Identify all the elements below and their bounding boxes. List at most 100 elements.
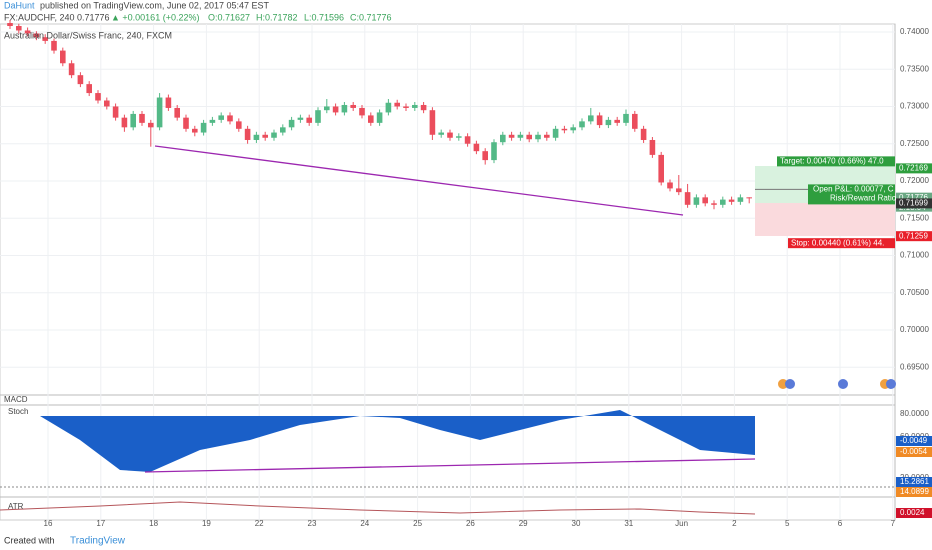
axis-badge: [896, 487, 932, 497]
x-tick-label: 29: [519, 519, 528, 528]
candle-body: [236, 121, 242, 129]
candle-body: [156, 97, 163, 128]
candle-body: [544, 134, 550, 138]
candle-body: [552, 128, 559, 138]
x-tick-label: 30: [572, 519, 581, 528]
author[interactable]: DaHunt: [4, 0, 35, 10]
candle-body: [508, 134, 515, 138]
y-tick-label: 0.73000: [900, 102, 929, 111]
stoch-value: 15.2861: [900, 477, 929, 486]
high: H:0.71782: [256, 12, 298, 22]
target-box: [777, 156, 895, 167]
candle-body: [412, 104, 418, 108]
event-icon[interactable]: [886, 379, 896, 389]
stop-zone: [755, 203, 895, 236]
event-icon[interactable]: [838, 379, 848, 389]
candle-body: [623, 113, 629, 123]
candle-body: [297, 117, 304, 120]
stop-text: Stop: 0.00440 (0.61%) 44.: [791, 238, 884, 247]
candle-body: [288, 119, 295, 128]
x-tick-label: Jun: [675, 519, 688, 528]
event-icon[interactable]: [778, 379, 788, 389]
candle-body: [315, 110, 321, 123]
candle-body: [491, 142, 497, 161]
candle-body: [350, 104, 356, 108]
candle-body: [121, 117, 128, 128]
last: 0.71776: [77, 12, 110, 22]
position-tool: 0.721690.717762:13:040.716990.71259Targe…: [755, 156, 932, 249]
candle-body: [24, 30, 31, 34]
y-tick-label: 0.69500: [900, 362, 929, 371]
pnl-text: Open P&L: 0.00077, C: [813, 185, 894, 194]
candle-body: [746, 197, 752, 199]
candle-body: [711, 203, 717, 205]
candle-body: [341, 104, 348, 113]
footer-brand[interactable]: TradingView: [70, 536, 126, 547]
candle-body: [244, 128, 251, 140]
candle-body: [456, 136, 462, 138]
candle-body: [42, 37, 48, 41]
x-tick-label: 5: [785, 519, 790, 528]
grid: [0, 24, 895, 520]
candle-body: [139, 113, 145, 123]
candle-body: [280, 127, 286, 133]
candle-body: [720, 199, 726, 205]
candle-body: [60, 50, 66, 64]
candle-body: [526, 134, 532, 140]
stop-box: [788, 238, 895, 249]
stoch-label: Stoch: [8, 407, 28, 416]
stoch-value: 14.0899: [900, 487, 929, 496]
atr-line: [0, 501, 756, 515]
candle-body: [473, 143, 480, 152]
candle-body: [324, 106, 330, 111]
candle-body: [728, 199, 735, 202]
axis-badge: [896, 447, 932, 457]
candle-body: [438, 132, 444, 135]
candle-body: [68, 63, 75, 76]
candle-body: [517, 134, 524, 138]
x-tick-label: 17: [96, 519, 105, 528]
target-label: 0.72169: [899, 163, 928, 172]
candle-body: [227, 115, 233, 122]
candle-body: [464, 136, 471, 144]
candle-body: [200, 122, 207, 133]
y-tick-label: 0.71000: [900, 251, 929, 260]
candle-body: [359, 107, 365, 116]
ratio-text: Risk/Reward Ratio: [830, 194, 897, 203]
last-price-badge: [896, 192, 932, 203]
candle-body: [209, 119, 216, 123]
stoch-trend-line: [144, 458, 756, 473]
candle-body: [174, 107, 180, 118]
candle-body: [165, 97, 172, 108]
candle-body: [658, 154, 664, 183]
x-tick-label: 25: [413, 519, 422, 528]
candle-body: [148, 122, 154, 128]
macd-value: -0.0054: [900, 447, 928, 456]
candle-body: [632, 113, 638, 129]
candle-body: [253, 134, 260, 140]
last-price-label: 0.71776: [899, 193, 928, 202]
candle-body: [684, 192, 691, 205]
candle-body: [579, 121, 585, 128]
candle-body: [570, 127, 576, 131]
candle-body: [385, 102, 392, 113]
atr-label: ATR: [8, 502, 24, 511]
entry-badge: [896, 198, 932, 209]
x-tick-label: 6: [838, 519, 843, 528]
event-icon[interactable]: [785, 379, 795, 389]
x-tick-label: 7: [891, 519, 896, 528]
y-tick-label: 0.71500: [900, 213, 929, 222]
y-tick-label: 0.72000: [900, 176, 929, 185]
y-tick-label: 0.70000: [900, 325, 929, 334]
candle-body: [95, 93, 101, 101]
stoch-area: [0, 410, 755, 472]
candle-body: [376, 112, 383, 123]
price-axis: 0.74000 0.73500 0.73000 0.72500 0.72000 0.715…: [44, 27, 930, 528]
candle-body: [693, 197, 700, 205]
candle-body: [77, 75, 84, 85]
low: L:0.71596: [304, 12, 344, 22]
x-tick-label: 16: [44, 519, 53, 528]
candle-body: [420, 104, 427, 111]
candle-body: [112, 106, 119, 118]
change: ▲ +0.00161 (+0.22%): [111, 12, 199, 22]
